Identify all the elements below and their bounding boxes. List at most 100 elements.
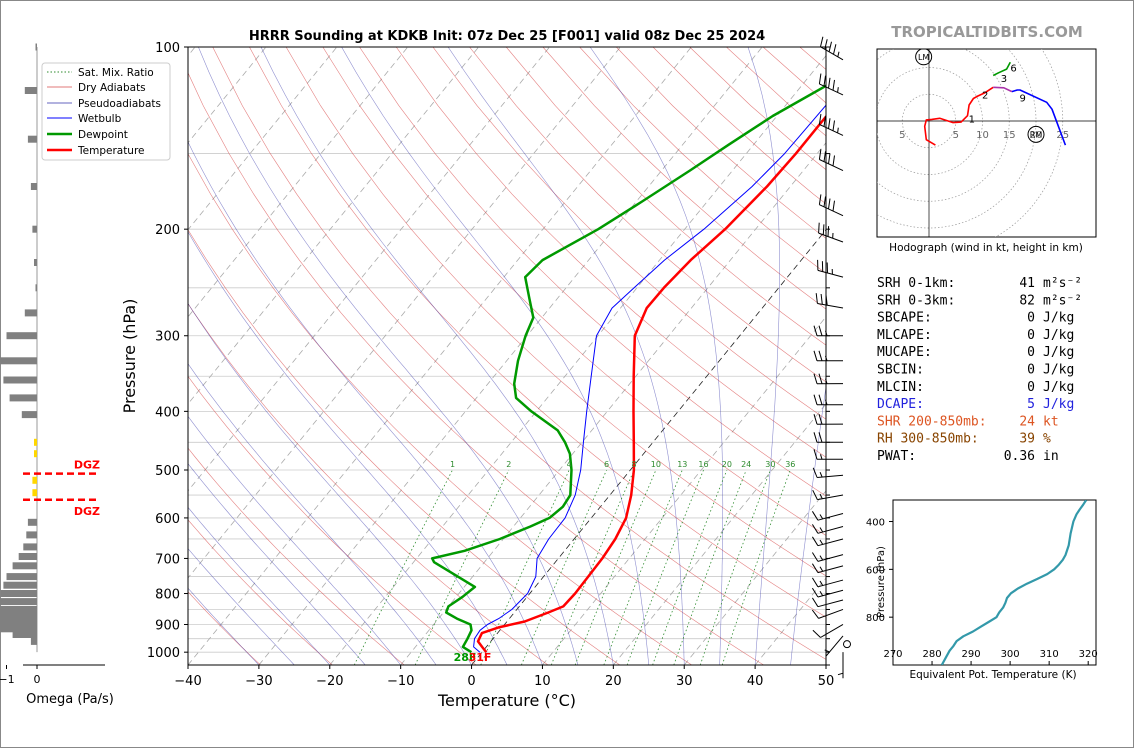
omega-bar [34,450,37,458]
omega-panel: 0−1−2DGZDGZ [0,43,105,686]
wind-barb [811,511,844,521]
param-unit: J/kg [1043,311,1074,326]
wind-barb [817,259,844,278]
theta-e-y-tick-label: 600 [866,565,885,576]
param-value: 0 [1027,345,1035,360]
param-unit: m²s⁻² [1043,293,1082,308]
dry-adiabat-line [542,47,826,310]
barb-full [832,120,835,131]
hodograph-ring-label: 5 [953,130,959,141]
y-tick-label: 600 [155,512,180,527]
barb-staff [817,303,844,309]
wind-barb [813,325,844,337]
barb-staff [817,513,844,521]
skewt-background-lines [188,47,826,665]
omega-bar [30,183,37,190]
param-value: 24 [1019,414,1035,429]
barb-full [818,414,823,425]
mix-ratio-line [673,469,747,665]
skewt-xlabel: Temperature (°C) [437,691,576,710]
param-value: 0 [1027,311,1035,326]
omega-bar [3,376,37,384]
wind-barb [813,373,844,385]
omega-bar [6,332,37,340]
wind-barb [811,597,844,608]
barb-staff [817,269,844,278]
dry-adiabat-line [359,47,826,497]
hodograph: 5 5 10 15 20 25 1 2 36 9 LM RM [877,49,1096,237]
barb-staff [820,46,844,61]
moist-adiabat-line [188,302,472,665]
param-label: RH 300-850mb: [877,432,979,447]
theta-e-panel: 270 280 290 300 310 320 400 600 800 [866,500,1098,665]
mix-ratio-line [626,469,704,665]
barb-full [818,114,822,125]
dewpoint-series-line [430,84,826,654]
isotherm-line [329,55,826,665]
barb-full [818,350,823,361]
barb-full [813,325,818,336]
x-tick-label: −10 [387,674,414,689]
wind-barb [811,524,844,534]
param-value: 39 [1019,432,1035,447]
param-label: SRH 0-1km: [877,276,955,291]
hodograph-height-label: 3 [1001,74,1007,85]
theta-e-x-tick-label: 280 [922,649,941,660]
barb-full [813,350,818,361]
mix-ratio-label: 6 [604,460,609,469]
barb-staff [817,599,844,608]
wind-barb [813,449,844,460]
barb-full [811,552,819,562]
wind-barb [812,467,844,478]
barb-full [823,151,826,162]
hodograph-trace [923,86,994,146]
isotherm-line [471,229,826,665]
wind-barb [818,149,844,171]
y-tick-label: 900 [155,618,180,633]
dgz-label: DGZ [74,505,100,518]
barb-full [811,536,819,546]
barb-staff [818,608,844,619]
param-label: MLCAPE: [877,328,932,343]
surface-labels: 28F 31F [454,651,492,664]
barb-full [813,394,818,405]
moist-adiabat-line [188,548,295,665]
skewt-plot-frame [187,46,827,666]
moist-adiabat-line [790,384,826,665]
mix-ratio-line [603,469,683,665]
theta-e-x-tick-label: 320 [1079,649,1098,660]
barb-full [828,118,831,129]
barb-half [819,539,824,545]
y-tick-label: 400 [155,405,180,420]
theta-e-x-tick-label: 270 [883,649,902,660]
barb-full [832,155,835,166]
skewt-series [430,84,826,654]
barb-half [837,127,839,133]
barb-half [819,527,824,533]
moist-adiabat-line [188,231,508,665]
omega-bar [12,562,37,570]
barb-half [819,514,824,520]
barb-staff [817,589,844,598]
barb-staff [817,538,844,547]
omega-bar [9,394,37,402]
barb-half [820,454,823,460]
param-unit: J/kg [1043,363,1074,378]
param-unit: in [1043,449,1059,464]
param-label: SHR 200-850mb: [877,414,987,429]
mix-ratio-label: 1 [450,460,455,469]
surface-temperature-label: 31F [469,651,492,664]
moist-adiabat-line [188,415,401,665]
omega-bar [32,225,37,233]
moist-adiabat-line [260,47,614,665]
barb-full [832,79,835,91]
legend-box [41,62,171,161]
barb-staff [817,565,844,574]
param-label: PWAT: [877,449,916,464]
param-label: SRH 0-3km: [877,293,955,308]
barb-full [811,563,819,573]
barb-staff [819,83,844,96]
barb-half [825,378,828,384]
barb-half [825,355,828,361]
